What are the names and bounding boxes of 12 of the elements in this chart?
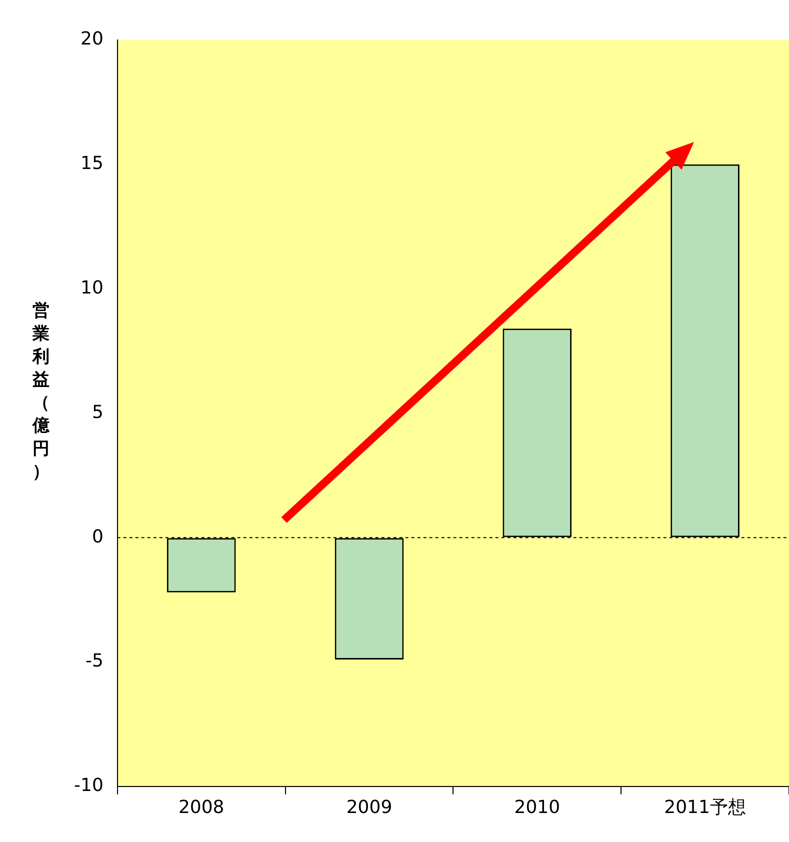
x-tick-label: 2011予想 — [664, 796, 746, 818]
x-tick-label: 2008 — [178, 796, 224, 818]
y-tick-label: 10 — [80, 277, 104, 298]
y-tick-label: 20 — [80, 28, 104, 50]
y-tick-label: 15 — [80, 153, 104, 174]
x-tick-label: 2010 — [514, 796, 560, 818]
y-tick-label: -10 — [74, 775, 104, 796]
y-axis-title: 営業利益（億円） — [31, 300, 50, 484]
y-tick-label: 5 — [92, 402, 104, 423]
x-tick-label: 2009 — [346, 796, 392, 818]
y-tick-label: -5 — [85, 650, 104, 672]
y-tick-label: 0 — [92, 526, 104, 548]
